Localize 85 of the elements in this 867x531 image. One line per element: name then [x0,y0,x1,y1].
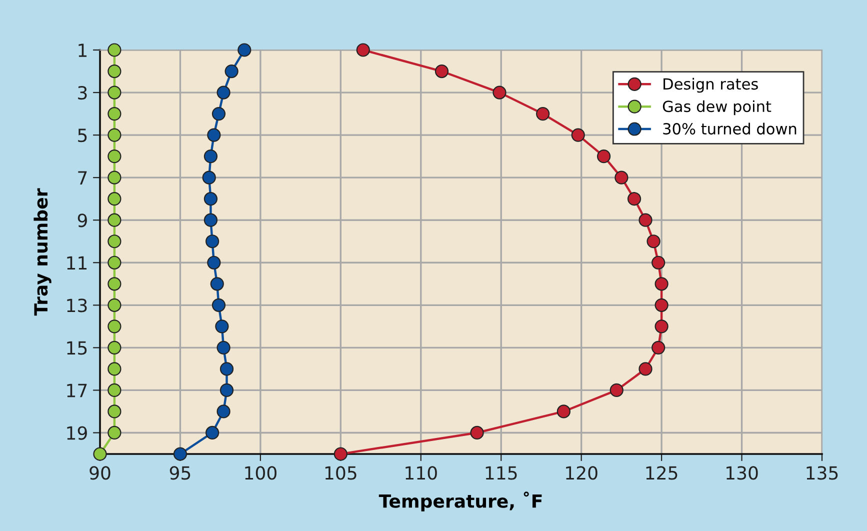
point [571,128,585,142]
point [204,213,218,227]
point [610,383,624,398]
x-tick-label: 95 [170,466,190,480]
y-axis-title: Tray number [34,188,52,316]
point [108,192,122,206]
point [434,64,449,78]
x-tick-label: 90 [90,466,110,480]
point [654,277,668,291]
point [216,340,230,354]
point [108,64,122,78]
point [654,320,668,334]
x-tick-label: 125 [646,466,678,480]
point [614,170,628,184]
legend-label: Gas dew point [662,100,772,116]
point [93,447,107,461]
point [646,234,660,248]
point [638,213,652,227]
x-tick-label: 130 [726,466,758,480]
point [173,447,188,461]
point [556,404,570,418]
point [210,277,224,291]
point [204,192,218,206]
point [108,277,122,291]
point [206,234,220,248]
point [652,340,666,354]
point [108,362,122,376]
point [108,404,122,418]
point [652,256,666,270]
point [492,86,506,100]
x-tick-label: 100 [245,466,276,480]
point [238,43,252,57]
point [216,86,230,100]
point [215,320,229,334]
point [470,426,484,440]
point [108,128,122,142]
point [638,362,652,376]
y-tick-label: 11 [67,256,87,270]
legend-label: Design rates [664,78,758,93]
point [108,170,122,184]
x-tick-label: 110 [406,466,437,480]
x-tick-label: 120 [566,466,598,480]
point [334,447,348,461]
point [206,426,220,440]
point [224,64,238,78]
point [108,426,122,440]
point [108,320,122,334]
point [108,340,122,354]
point [207,128,221,142]
point [212,298,226,312]
y-tick-label: 13 [67,298,87,312]
point [108,86,122,100]
point [356,43,370,57]
x-tick-label: 105 [325,466,356,480]
point [220,383,234,398]
point [627,192,642,206]
y-tick-label: 5 [78,128,87,142]
y-tick-label: 9 [78,214,87,228]
point [207,256,221,270]
y-tick-label: 3 [78,86,87,100]
x-axis-title: Temperature, ˚F [378,492,542,512]
point [536,106,550,121]
legend-label: 30% turned down [663,122,796,135]
y-tick-label: 1 [78,44,87,57]
point [108,43,122,57]
point [108,106,122,121]
y-tick-label: 7 [78,171,87,184]
point [108,383,122,398]
y-tick-label: 17 [67,384,87,398]
y-tick-label: 15 [67,341,87,355]
y-tick-label: 19 [67,426,87,440]
point [108,150,122,164]
point [108,234,122,248]
point [220,362,234,376]
point [212,106,226,121]
point [108,256,122,270]
point [654,298,668,312]
point [202,170,216,184]
point [216,404,230,418]
point [596,150,611,164]
point [204,150,218,164]
x-tick-label: 135 [806,466,838,480]
point [108,213,122,227]
point [108,298,122,312]
x-tick-label: 115 [486,466,517,480]
